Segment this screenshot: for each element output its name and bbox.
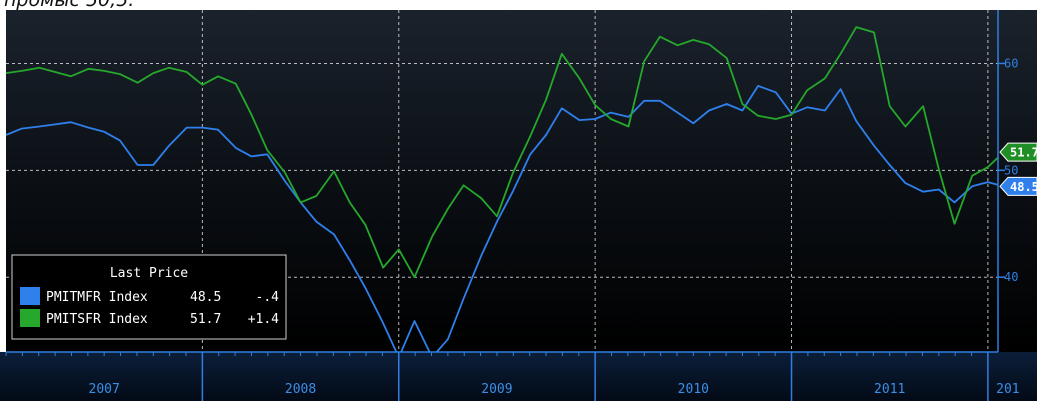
legend-box xyxy=(11,254,287,340)
y-tick-label: 60 xyxy=(1004,56,1018,70)
caption-text: промыс 50,5. xyxy=(4,0,135,11)
year-label: 2008 xyxy=(285,382,316,397)
last-value-badges: 48.5 51.7 xyxy=(999,142,1037,196)
legend-change: +1.4 xyxy=(248,312,279,327)
y-tick-label: 50 xyxy=(1004,163,1018,177)
legend[interactable]: Last Price PMITMFR Index 48.5 -.4 PMITSFR In… xyxy=(11,254,287,340)
year-label: 201 xyxy=(996,382,1019,397)
axes: 40 50 60 2007 2008 2009 2010 2011 201 xyxy=(5,10,1020,401)
last-value-badge xyxy=(999,176,1037,196)
series-lines xyxy=(6,26,998,352)
grid-lines xyxy=(6,10,998,352)
year-label: 2011 xyxy=(874,382,905,397)
time-axis-band xyxy=(0,352,1037,401)
legend-change: -.4 xyxy=(256,290,280,305)
year-label: 2009 xyxy=(481,382,512,397)
series-line-2 xyxy=(6,26,998,279)
legend-header: Last Price xyxy=(110,266,188,281)
legend-swatch xyxy=(20,309,40,327)
last-value-badge-text: 51.7 xyxy=(1010,146,1037,160)
year-label: 2010 xyxy=(678,382,709,397)
y-tick-label: 40 xyxy=(1004,270,1018,284)
year-label: 2007 xyxy=(89,382,120,397)
legend-series-name: PMITMFR Index xyxy=(46,290,148,305)
legend-swatch xyxy=(20,287,40,305)
legend-last-price: 51.7 xyxy=(190,312,221,327)
legend-last-price: 48.5 xyxy=(190,290,221,305)
legend-series-name: PMITSFR Index xyxy=(46,312,148,327)
last-value-badge xyxy=(999,142,1037,162)
last-value-badge-text: 48.5 xyxy=(1010,180,1037,194)
series-line-1 xyxy=(6,85,998,352)
